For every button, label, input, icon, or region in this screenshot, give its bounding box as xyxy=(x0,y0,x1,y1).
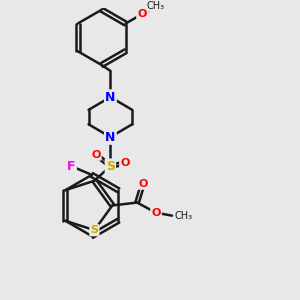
Text: N: N xyxy=(105,91,116,103)
Text: S: S xyxy=(90,225,98,235)
Text: F: F xyxy=(67,160,76,173)
Text: O: O xyxy=(120,158,130,168)
Text: CH₃: CH₃ xyxy=(175,211,193,221)
Text: O: O xyxy=(91,149,101,160)
Text: S: S xyxy=(106,160,115,173)
Text: O: O xyxy=(151,208,161,218)
Text: N: N xyxy=(105,130,116,144)
Text: O: O xyxy=(138,178,148,189)
Text: O: O xyxy=(137,9,147,19)
Text: CH₃: CH₃ xyxy=(147,1,165,11)
